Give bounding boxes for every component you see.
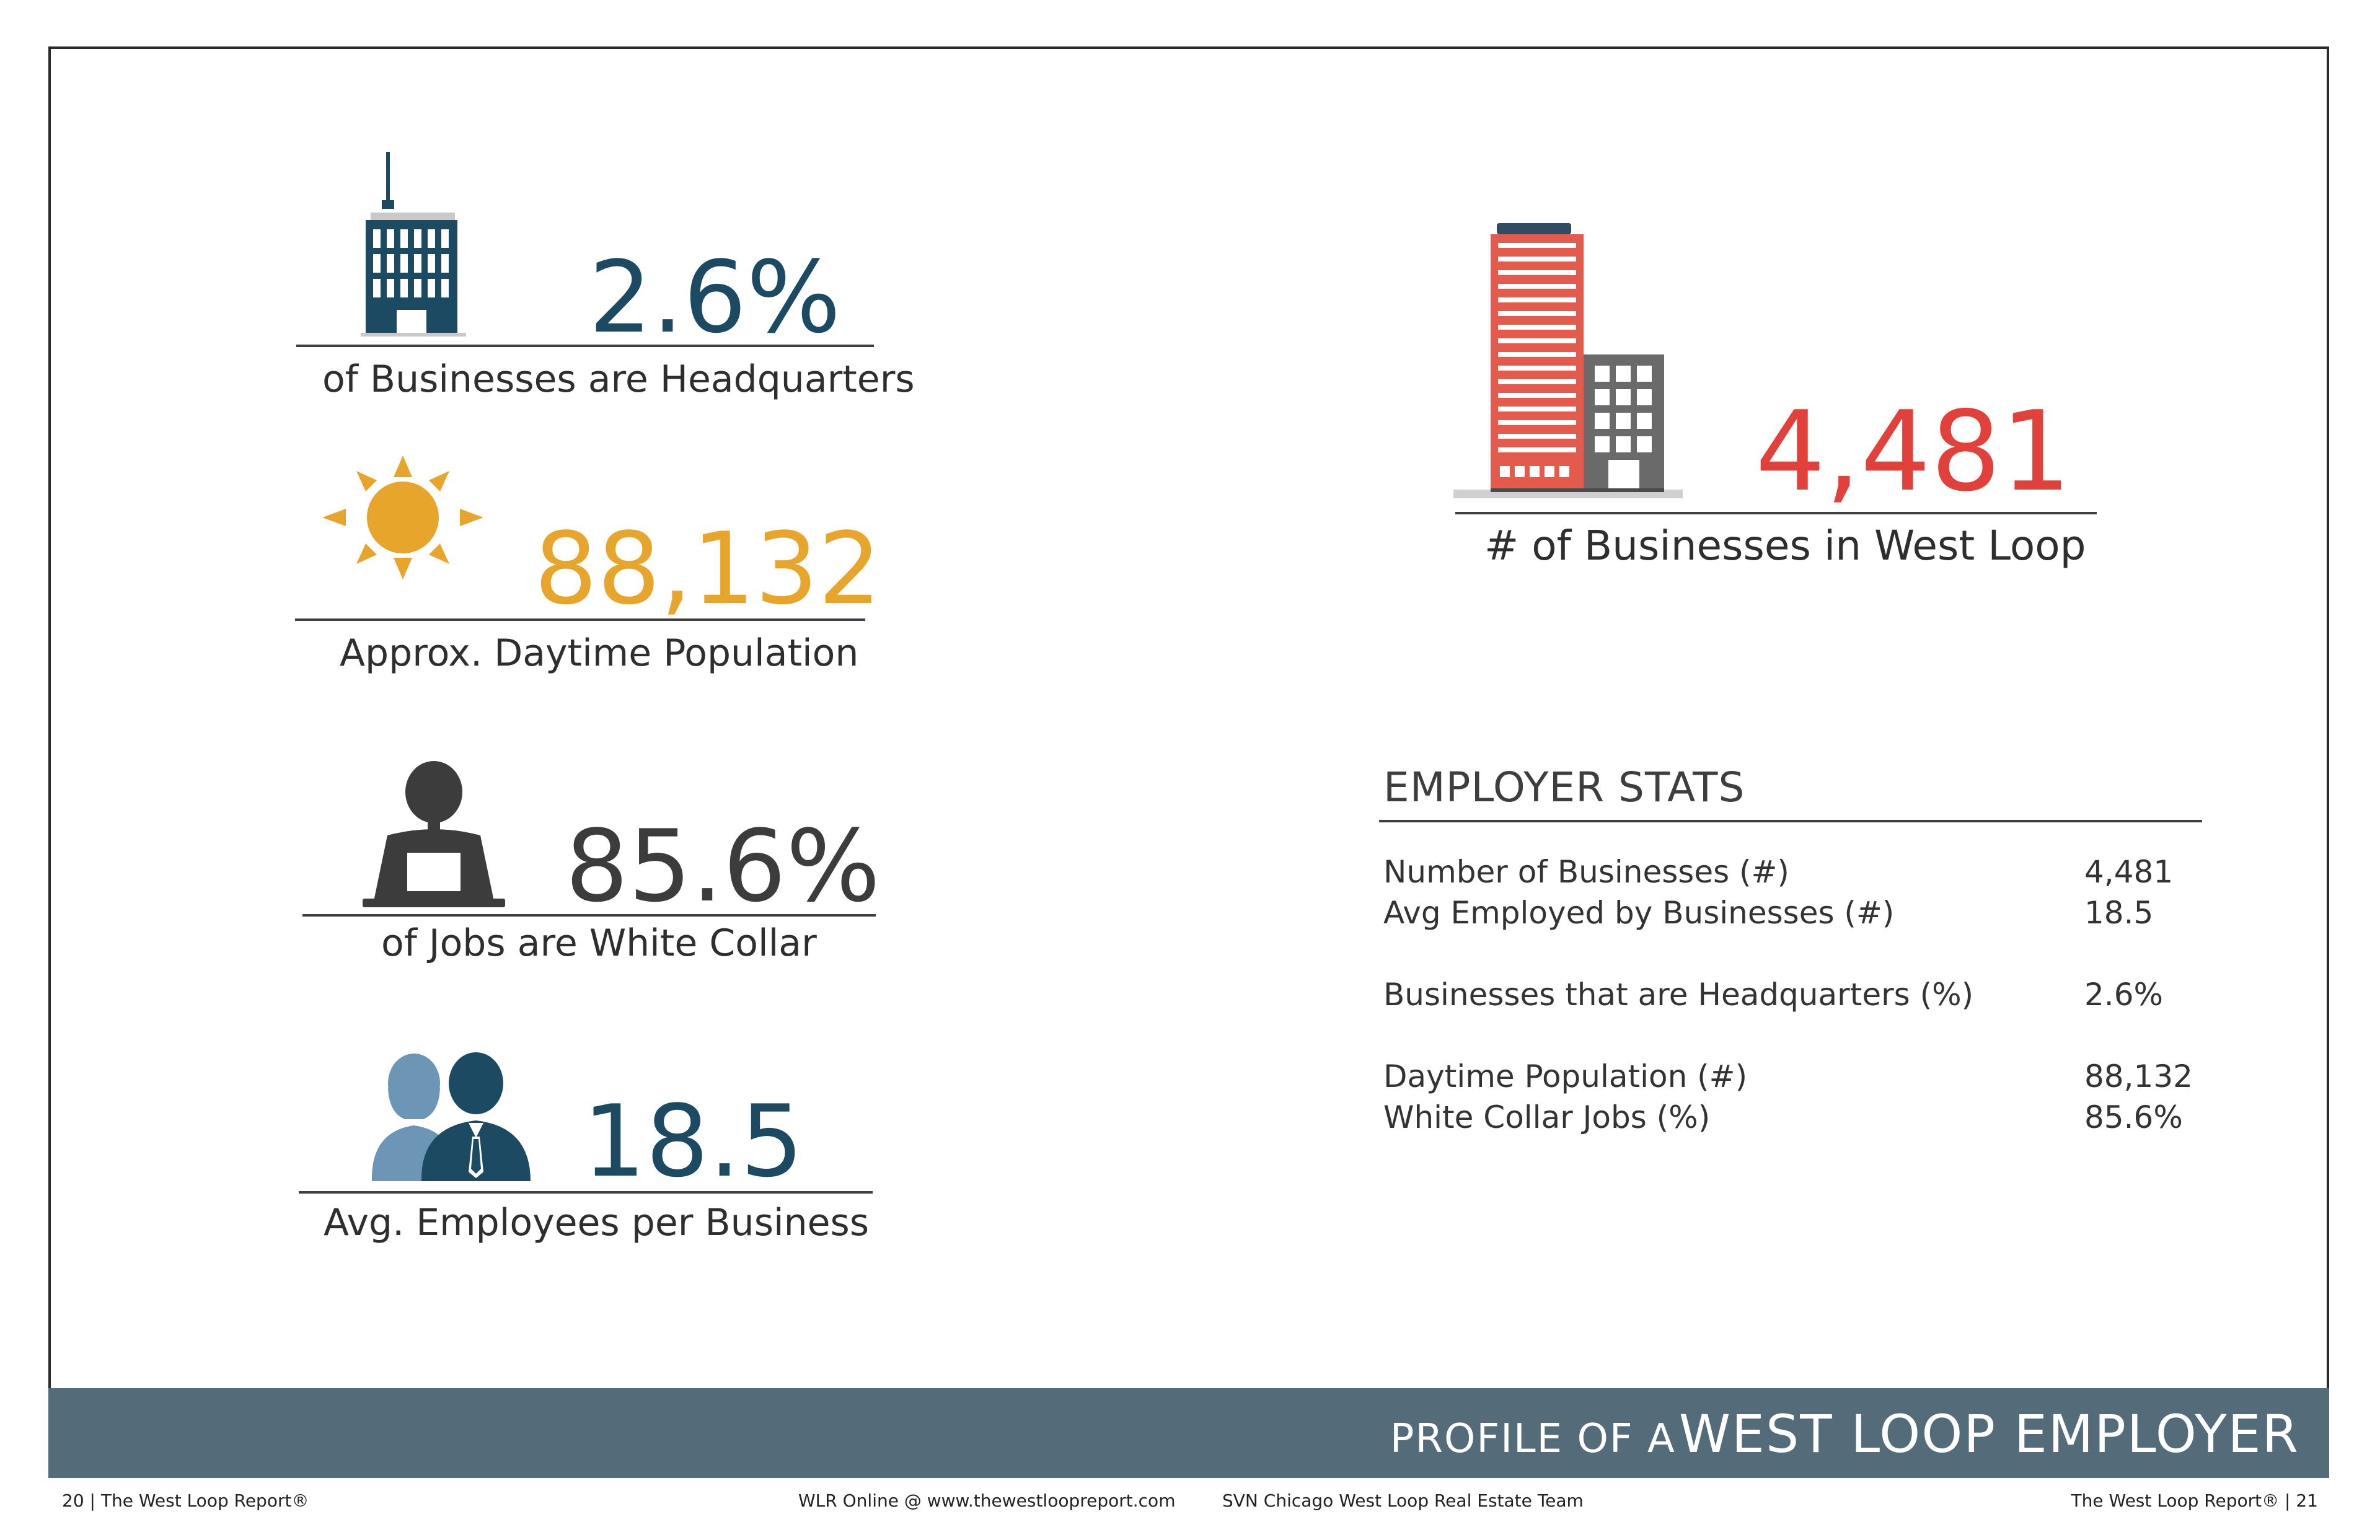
table-row-value: 85.6%: [2084, 1099, 2183, 1135]
office-worker-icon: [363, 761, 505, 907]
stat-value: 88,132: [534, 511, 881, 627]
stat-value: 4,481: [1755, 387, 2071, 516]
stat-value: 18.5: [583, 1083, 804, 1199]
divider: [296, 345, 874, 347]
footer-right: The West Loop Report® | 21: [2071, 1490, 2318, 1511]
employer-stats-title: EMPLOYER STATS: [1383, 763, 1745, 811]
divider: [295, 618, 865, 621]
people-icon: [371, 1052, 531, 1181]
table-row-label: Daytime Population (#): [1383, 1058, 1748, 1094]
footer-center-right: SVN Chicago West Loop Real Estate Team: [1222, 1490, 1584, 1511]
divider: [302, 914, 876, 917]
buildings-icon: [1453, 223, 1683, 498]
table-row-label: Avg Employed by Businesses (#): [1383, 895, 1895, 931]
table-row-value: 4,481: [2084, 854, 2174, 890]
table-row-value: 2.6%: [2084, 977, 2164, 1013]
table-row-value: 88,132: [2084, 1058, 2193, 1094]
table-row-label: White Collar Jobs (%): [1383, 1099, 1711, 1135]
office-tower-icon: [361, 152, 466, 337]
stat-caption: Approx. Daytime Population: [340, 631, 859, 675]
section-banner: PROFILE OF A WEST LOOP EMPLOYER: [48, 1388, 2329, 1478]
table-row-value: 18.5: [2084, 895, 2154, 931]
stat-value: 2.6%: [589, 239, 841, 355]
stat-caption: of Jobs are White Collar: [381, 922, 817, 965]
banner-title: PROFILE OF A WEST LOOP EMPLOYER: [1390, 1404, 2299, 1464]
footer-center-left: WLR Online @ www.thewestloopreport.com: [798, 1490, 1176, 1511]
stat-caption: of Businesses are Headquarters: [322, 358, 915, 401]
footer-left: 20 | The West Loop Report®: [62, 1490, 309, 1511]
stat-caption: Avg. Employees per Business: [324, 1201, 870, 1244]
banner-main-title: WEST LOOP EMPLOYER: [1678, 1404, 2299, 1464]
table-row-label: Number of Businesses (#): [1383, 854, 1789, 890]
stat-value: 85.6%: [565, 808, 881, 924]
divider: [1455, 512, 2097, 514]
table-row-label: Businesses that are Headquarters (%): [1383, 977, 1974, 1013]
divider: [299, 1191, 873, 1194]
banner-prefix: PROFILE OF A: [1390, 1416, 1676, 1462]
stat-caption: # of Businesses in West Loop: [1484, 522, 2086, 570]
sun-icon: [322, 455, 483, 579]
employer-stats-divider: [1379, 820, 2202, 822]
